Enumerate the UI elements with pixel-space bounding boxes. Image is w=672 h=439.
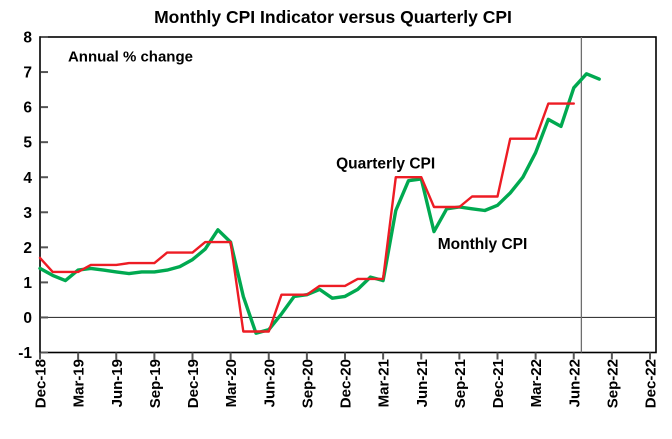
x-tick-label: Dec-21	[490, 359, 507, 408]
plot-border	[39, 36, 657, 354]
chart-title: Monthly CPI Indicator versus Quarterly C…	[154, 7, 512, 27]
y-tick-label: 6	[23, 100, 32, 117]
y-tick-label: 7	[23, 65, 32, 82]
x-tick-label: Dec-19	[185, 359, 202, 408]
x-tick-label: Dec-20	[338, 359, 355, 408]
monthly-cpi-label: Monthly CPI	[438, 236, 528, 253]
x-tick-label: Dec-22	[643, 359, 660, 408]
x-tick-label: Jun-21	[414, 359, 431, 407]
y-tick-label: 8	[23, 30, 32, 47]
y-tick-label: 4	[23, 170, 32, 187]
x-tick-label: Sep-22	[604, 359, 621, 408]
y-tick-label: 1	[23, 275, 32, 292]
x-tick-label: Sep-20	[299, 359, 316, 408]
x-tick-label: Jun-20	[261, 359, 278, 407]
x-tick-label: Jun-22	[566, 359, 583, 407]
annotation-label: Annual % change	[68, 49, 193, 66]
x-tick-label: Jun-19	[109, 359, 126, 407]
x-tick-label: Mar-21	[376, 359, 393, 407]
quarterly-cpi-label: Quarterly CPI	[336, 155, 435, 172]
x-tick-label: Mar-20	[223, 359, 240, 407]
y-tick-label: -1	[18, 345, 32, 362]
x-tick-label: Mar-19	[71, 359, 88, 407]
y-tick-label: 2	[23, 240, 32, 257]
y-tick-label: 0	[23, 310, 32, 327]
y-tick-label: 3	[23, 205, 32, 222]
quarterly-cpi-line	[38, 102, 575, 333]
monthly-cpi-line	[38, 72, 601, 335]
x-tick-label: Dec-18	[33, 359, 50, 408]
x-tick-label: Sep-19	[147, 359, 164, 408]
x-tick-label: Mar-22	[528, 359, 545, 407]
y-tick-label: 5	[23, 135, 32, 152]
x-tick-label: Sep-21	[452, 359, 469, 408]
